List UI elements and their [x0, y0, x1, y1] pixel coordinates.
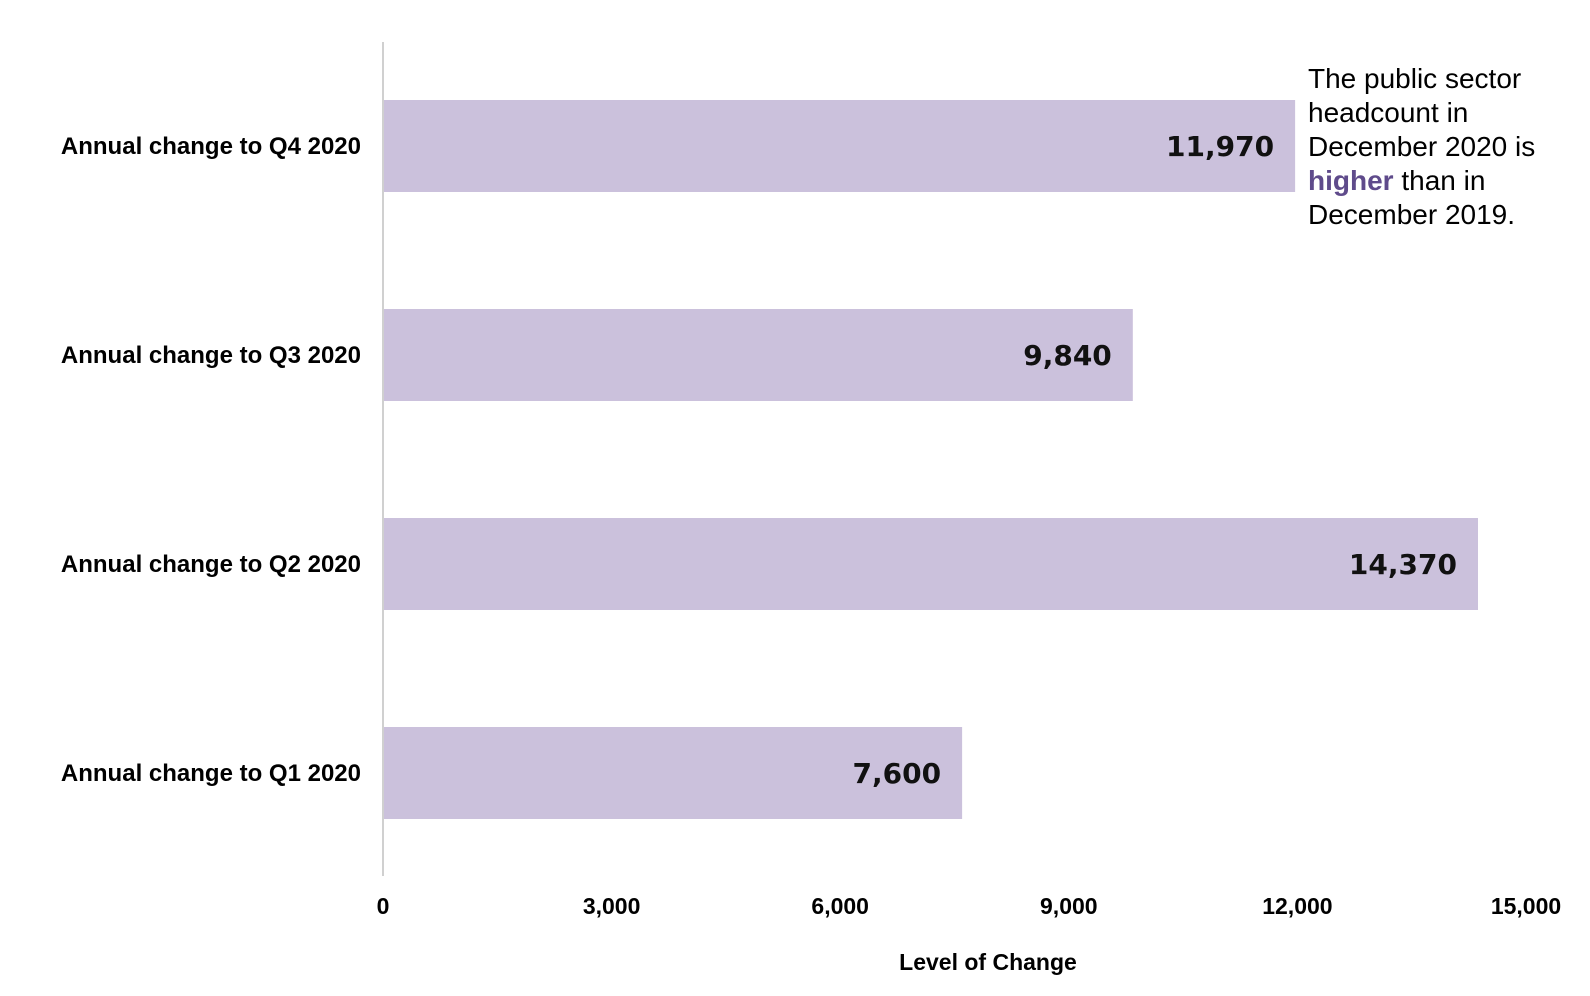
x-tick-label: 3,000 [583, 893, 641, 919]
data-label: 14,370 [1349, 548, 1457, 581]
data-labels-group: 11,970 9,840 14,370 7,600 [853, 130, 1457, 790]
x-tick-label: 6,000 [811, 893, 869, 919]
x-tick-label: 12,000 [1262, 893, 1332, 919]
category-labels-group: Annual change to Q4 2020 Annual change to… [61, 133, 361, 787]
annotation-text-after: than in December 2019. [1308, 165, 1516, 230]
bar [384, 727, 963, 819]
bars-group [384, 100, 1478, 819]
x-tick-label: 9,000 [1040, 893, 1098, 919]
data-label: 11,970 [1166, 130, 1274, 163]
category-label: Annual change to Q3 2020 [61, 342, 361, 369]
data-label: 7,600 [853, 757, 942, 790]
bar [384, 100, 1296, 192]
category-label: Annual change to Q4 2020 [61, 133, 361, 160]
annotation-text-before: The public sector headcount in December … [1308, 63, 1536, 162]
category-label: Annual change to Q2 2020 [61, 551, 361, 578]
category-label: Annual change to Q1 2020 [61, 760, 361, 787]
annotation-text: The public sector headcount in December … [1308, 62, 1578, 232]
x-tick-label: 0 [377, 893, 390, 919]
bar [384, 309, 1133, 401]
x-tick-labels-group: 0 3,000 6,000 9,000 12,000 15,000 [377, 893, 1562, 919]
x-tick-label: 15,000 [1491, 893, 1561, 919]
data-label: 9,840 [1023, 339, 1112, 372]
x-axis-title: Level of Change [899, 949, 1077, 975]
bar [384, 518, 1478, 610]
annotation-highlight: higher [1308, 165, 1394, 196]
